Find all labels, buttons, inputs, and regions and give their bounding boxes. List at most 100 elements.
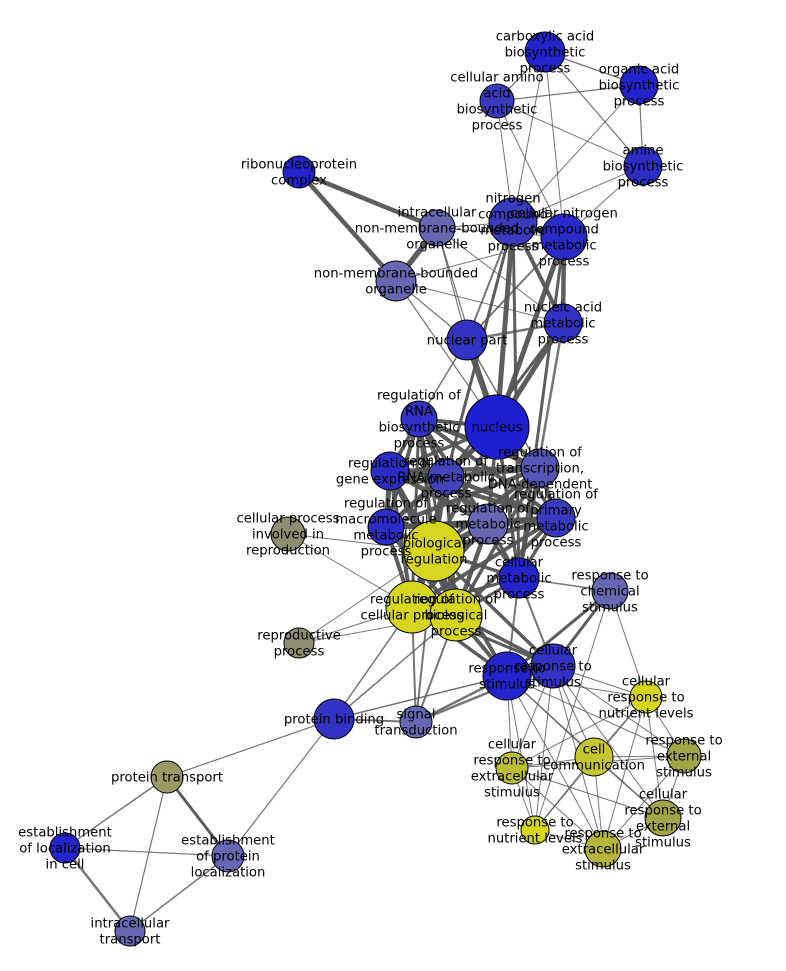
graph-node-label: establishment of protein localization <box>181 834 275 881</box>
graph-node[interactable] <box>375 260 417 302</box>
graph-node[interactable] <box>446 319 488 361</box>
graph-node[interactable] <box>524 31 566 73</box>
graph-node[interactable] <box>479 83 515 119</box>
graph-node[interactable] <box>482 651 532 701</box>
graph-node-label: ribonucleoprotein complex <box>241 158 357 189</box>
graph-node-label: regulation of gene expression <box>336 457 444 488</box>
graph-node-label: cellular nitrogen compound metabolic proces… <box>510 207 618 270</box>
graph-node-label: cellular process involved in reproduction <box>236 512 339 559</box>
graph-node[interactable] <box>400 400 438 438</box>
graph-node[interactable] <box>498 557 540 599</box>
graph-node-label: response to nutrient levels <box>487 816 582 847</box>
graph-edge <box>333 614 457 720</box>
graph-edge <box>494 219 516 430</box>
graph-node[interactable] <box>619 65 659 105</box>
graph-edge <box>296 169 440 231</box>
graph-node[interactable] <box>313 698 355 740</box>
graph-edge <box>511 767 664 819</box>
graph-node-label: cellular response to stimulus <box>514 644 591 691</box>
graph-node[interactable] <box>540 213 588 261</box>
graph-edge <box>645 696 664 819</box>
graph-node[interactable] <box>49 832 81 864</box>
graph-node-label: regulation of RNA metabolic process <box>397 455 494 502</box>
graph-edge <box>506 675 536 831</box>
graph-node[interactable] <box>520 815 550 845</box>
graph-edge <box>512 51 546 223</box>
graph-edge <box>602 696 647 850</box>
node-layer <box>49 31 702 947</box>
graph-node[interactable] <box>429 588 483 642</box>
graph-edge <box>552 665 685 757</box>
graph-node[interactable] <box>464 394 530 460</box>
graph-node[interactable] <box>584 830 622 868</box>
graph-node-label: cellular amino acid biosynthetic process <box>450 71 543 134</box>
graph-node[interactable] <box>418 209 456 247</box>
graph-node[interactable] <box>270 516 306 552</box>
graph-node[interactable] <box>488 197 538 247</box>
graph-node[interactable] <box>536 498 576 538</box>
graph-node[interactable] <box>591 572 629 610</box>
graph-node-label: protein transport <box>111 771 223 786</box>
graph-node[interactable] <box>283 627 315 659</box>
graph-edge <box>227 718 335 857</box>
graph-edge <box>544 51 565 238</box>
graph-node-label: intracellular non-membrane-bounded organel… <box>355 206 519 253</box>
graph-edge <box>64 776 168 849</box>
graph-node-label: regulation of RNA biosynthetic process <box>377 389 461 452</box>
graph-node-label: cellular metabolic process <box>486 556 551 603</box>
graph-node[interactable] <box>644 799 682 837</box>
graph-edge <box>496 100 565 238</box>
graph-node-label: cellular response to external stimulus <box>624 788 701 851</box>
graph-node-label: response to chemical stimulus <box>571 569 648 616</box>
graph-node[interactable] <box>211 839 245 873</box>
graph-edge <box>296 169 399 284</box>
graph-node-label: regulation of biological process <box>414 593 498 640</box>
graph-edge <box>387 465 543 474</box>
graph-node-label: regulation of primary metabolic process <box>514 488 598 551</box>
graph-edge <box>496 100 644 167</box>
graph-node[interactable] <box>574 737 614 777</box>
graph-node[interactable] <box>543 303 583 343</box>
graph-edge <box>609 590 647 698</box>
graph-node[interactable] <box>370 451 410 491</box>
graph-node[interactable] <box>666 738 702 774</box>
graph-node-label: reproductive process <box>257 629 341 660</box>
graph-node[interactable] <box>282 155 316 189</box>
graph-node-label: organic acid biosynthetic process <box>599 63 680 110</box>
graph-node-label: response to stimulus <box>468 662 545 693</box>
graph-node-label: regulation of macromolecule metabolic proce… <box>335 497 436 560</box>
graph-node[interactable] <box>629 680 663 714</box>
graph-node-label: signal transduction <box>374 708 457 739</box>
graph-node[interactable] <box>530 643 576 689</box>
graph-node-label: regulation of transcription, DNA-dependent <box>488 446 593 493</box>
graph-edge <box>129 776 168 932</box>
graph-edge <box>165 775 230 858</box>
graph-edge <box>63 846 132 933</box>
graph-node-label: carboxylic acid biosynthetic process <box>496 30 595 77</box>
graph-edge <box>466 236 565 341</box>
graph-node[interactable] <box>367 508 405 546</box>
graph-edge <box>395 236 565 282</box>
label-layer: carboxylic acid biosynthetic process organi… <box>18 30 723 948</box>
graph-node-label: response to extracellular stimulus <box>562 827 645 874</box>
graph-node[interactable] <box>495 751 529 785</box>
graph-node[interactable] <box>399 705 433 739</box>
graph-node[interactable] <box>623 146 663 186</box>
graph-node-label: amine biosynthetic process <box>603 144 684 191</box>
graph-node[interactable] <box>520 448 560 488</box>
graph-node-label: nuclear part <box>427 334 507 349</box>
graph-edge <box>387 468 559 521</box>
graph-node-label: establishment of localization in cell <box>18 826 112 873</box>
graph-edge <box>64 847 229 857</box>
graph-edge <box>506 675 685 757</box>
graph-edge <box>410 516 558 609</box>
graph-node[interactable] <box>427 458 465 496</box>
graph-node[interactable] <box>467 503 509 545</box>
graph-node[interactable] <box>403 520 465 582</box>
graph-node-label: regulation of cellular process <box>360 593 463 624</box>
graph-node[interactable] <box>114 915 146 947</box>
graph-edge <box>166 718 335 778</box>
graph-edge <box>511 696 647 769</box>
graph-node[interactable] <box>150 760 184 794</box>
